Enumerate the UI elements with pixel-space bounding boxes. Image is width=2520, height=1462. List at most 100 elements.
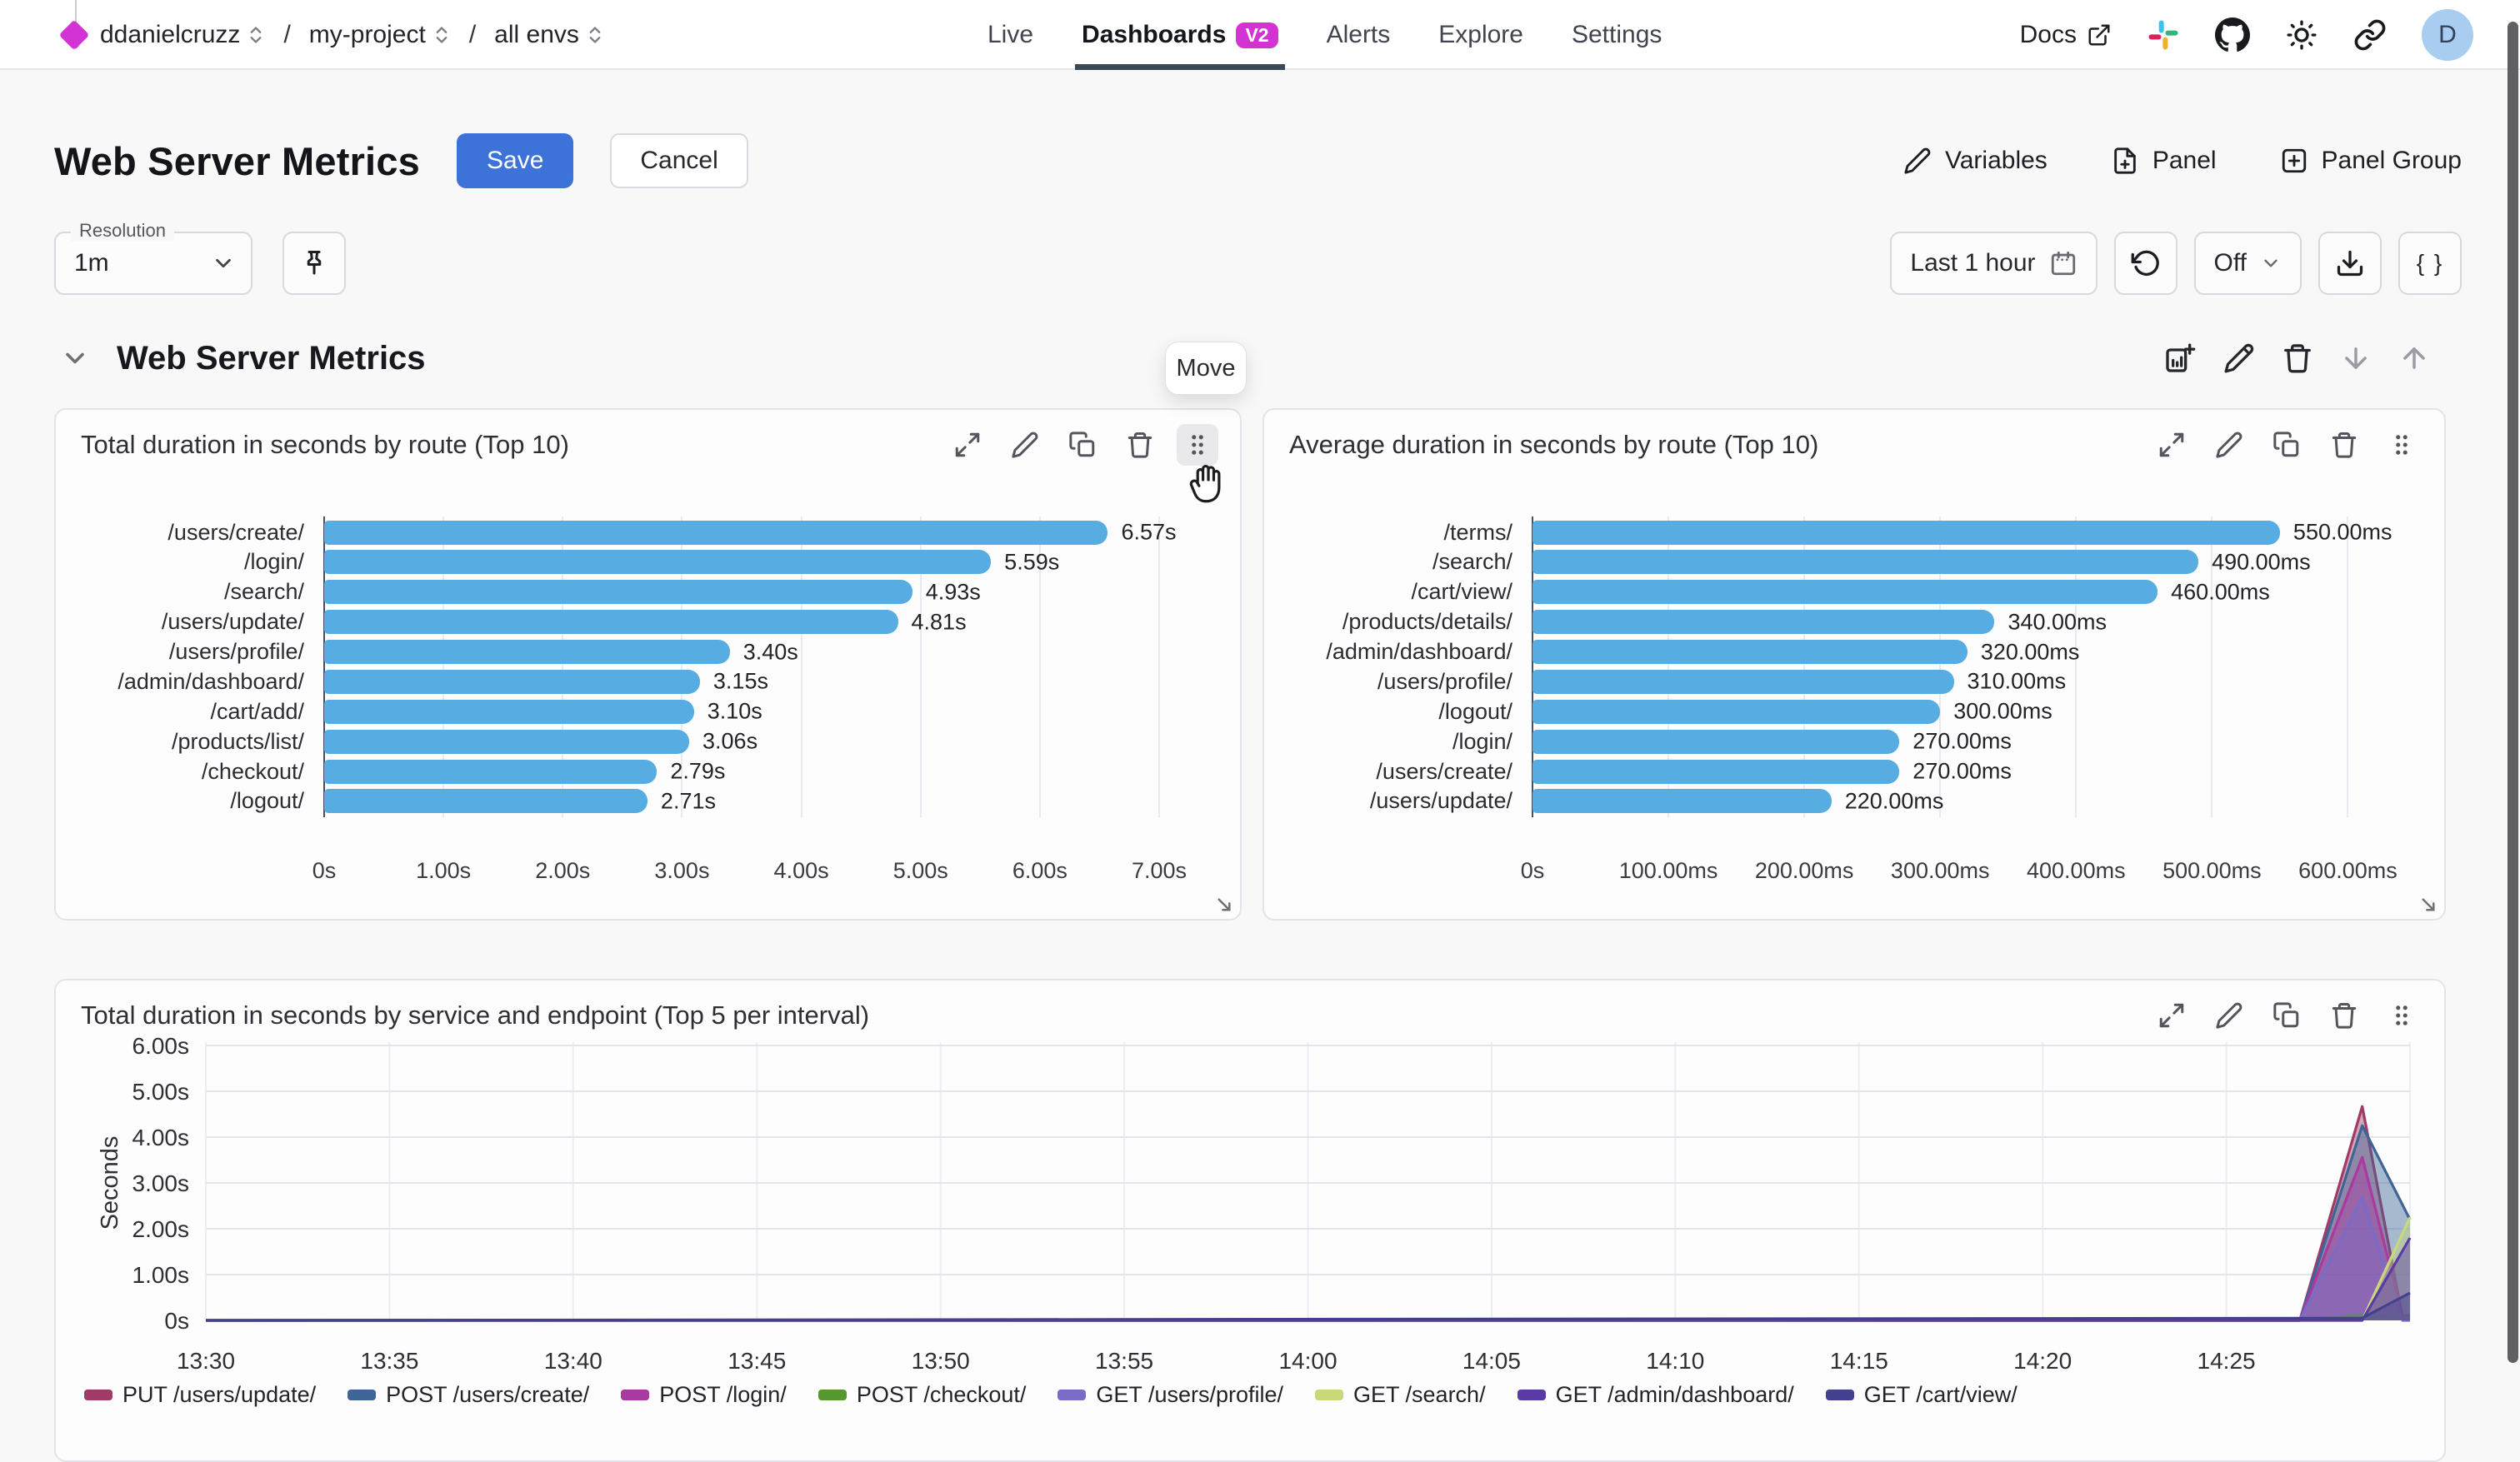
bar[interactable] bbox=[324, 610, 898, 634]
docs-link[interactable]: Docs bbox=[2020, 21, 2112, 49]
expand-panel-icon[interactable] bbox=[2151, 424, 2192, 466]
edit-panel-icon[interactable] bbox=[2208, 424, 2250, 466]
axis-label: 14:15 bbox=[1830, 1348, 1888, 1374]
legend-item[interactable]: GET /admin/dashboard/ bbox=[1518, 1382, 1794, 1408]
link-icon[interactable] bbox=[2353, 18, 2387, 52]
bar[interactable] bbox=[1532, 730, 1899, 754]
bar[interactable] bbox=[324, 730, 689, 754]
bar[interactable] bbox=[324, 760, 657, 784]
refresh-button[interactable] bbox=[2114, 232, 2178, 295]
breadcrumb-project-selector[interactable]: my-project bbox=[309, 21, 451, 49]
bar-value-label: 2.71s bbox=[661, 788, 716, 814]
project-name: my-project bbox=[309, 21, 426, 49]
hbar-chart-total-duration[interactable]: /users/create/6.57s/login/5.59s/search/4… bbox=[81, 516, 1212, 889]
breadcrumb-separator: / bbox=[466, 21, 479, 49]
legend-label: POST /users/create/ bbox=[386, 1382, 589, 1408]
legend-item[interactable]: GET /users/profile/ bbox=[1058, 1382, 1283, 1408]
legend-item[interactable]: POST /checkout/ bbox=[818, 1382, 1027, 1408]
bar[interactable] bbox=[324, 670, 700, 694]
sort-chevrons-icon bbox=[247, 24, 265, 46]
add-panel-button[interactable]: Panel bbox=[2111, 147, 2217, 175]
move-group-down-button[interactable] bbox=[2340, 342, 2372, 374]
bar[interactable] bbox=[324, 521, 1108, 545]
delete-group-button[interactable] bbox=[2282, 342, 2313, 374]
time-range-button[interactable]: Last 1 hour bbox=[1890, 232, 2097, 295]
breadcrumb-org-selector[interactable]: ddanielcruzz bbox=[100, 21, 265, 49]
save-button[interactable]: Save bbox=[457, 133, 573, 188]
legend-item[interactable]: GET /cart/view/ bbox=[1826, 1382, 2018, 1408]
legend-item[interactable]: POST /users/create/ bbox=[348, 1382, 589, 1408]
panel-resize-handle[interactable] bbox=[1215, 896, 1233, 914]
duplicate-panel-icon[interactable] bbox=[2266, 424, 2308, 466]
resolution-select[interactable]: Resolution 1m bbox=[54, 232, 252, 295]
legend-swatch bbox=[818, 1390, 847, 1400]
collapse-chevron-icon[interactable] bbox=[60, 343, 90, 373]
bar[interactable] bbox=[324, 580, 912, 604]
legend-item[interactable]: POST /login/ bbox=[621, 1382, 787, 1408]
legend-item[interactable]: GET /search/ bbox=[1315, 1382, 1486, 1408]
pin-button[interactable] bbox=[282, 232, 346, 295]
bar[interactable] bbox=[324, 700, 694, 724]
bar-row: /terms/550.00ms bbox=[1289, 520, 2416, 545]
bar-row: /logout/300.00ms bbox=[1289, 699, 2416, 724]
edit-panel-icon[interactable] bbox=[1004, 424, 1046, 466]
breadcrumb-env-selector[interactable]: all envs bbox=[494, 21, 604, 49]
user-avatar[interactable]: D bbox=[2422, 9, 2473, 61]
bar[interactable] bbox=[1532, 521, 2280, 545]
vertical-scrollbar[interactable] bbox=[2507, 0, 2518, 1428]
nav-tab-settings[interactable]: Settings bbox=[1572, 0, 1662, 70]
bar[interactable] bbox=[1532, 789, 1832, 813]
legend-label: GET /search/ bbox=[1353, 1382, 1486, 1408]
delete-panel-icon[interactable] bbox=[2323, 424, 2365, 466]
auto-refresh-select[interactable]: Off bbox=[2194, 232, 2302, 295]
bar[interactable] bbox=[1532, 700, 1940, 724]
move-panel-drag-handle[interactable] bbox=[1177, 424, 1218, 466]
download-button[interactable] bbox=[2318, 232, 2382, 295]
bar-track: 6.57s bbox=[324, 521, 1212, 545]
bar[interactable] bbox=[1532, 670, 1954, 694]
add-panel-group-button[interactable]: Panel Group bbox=[2280, 147, 2462, 175]
x-axis-tick: 1.00s bbox=[416, 858, 471, 884]
x-axis-tick: 100.00ms bbox=[1619, 858, 1718, 884]
scrollbar-thumb[interactable] bbox=[2508, 22, 2518, 1363]
theme-sun-icon[interactable] bbox=[2285, 18, 2318, 52]
bar-track: 3.40s bbox=[324, 640, 1212, 664]
hbar-chart-average-duration[interactable]: /terms/550.00ms/search/490.00ms/cart/vie… bbox=[1289, 516, 2416, 889]
add-chart-to-group-button[interactable] bbox=[2163, 342, 2197, 375]
legend-item[interactable]: PUT /users/update/ bbox=[84, 1382, 316, 1408]
bar[interactable] bbox=[324, 789, 648, 813]
bar-track: 3.10s bbox=[324, 700, 1212, 724]
bar[interactable] bbox=[1532, 610, 1994, 634]
area-chart-svg[interactable]: 0s1.00s2.00s3.00s4.00s5.00s6.00sSeconds1… bbox=[81, 1030, 2422, 1380]
nav-tab-live[interactable]: Live bbox=[988, 0, 1033, 70]
json-braces-button[interactable]: { } bbox=[2398, 232, 2462, 295]
panel-resize-handle[interactable] bbox=[2419, 896, 2438, 914]
bar[interactable] bbox=[324, 550, 991, 574]
move-group-up-button[interactable] bbox=[2398, 342, 2430, 374]
bar-row: /search/490.00ms bbox=[1289, 550, 2416, 575]
expand-panel-icon[interactable] bbox=[947, 424, 988, 466]
github-icon[interactable] bbox=[2215, 17, 2250, 52]
variables-button[interactable]: Variables bbox=[1903, 147, 2048, 175]
edit-group-button[interactable] bbox=[2223, 342, 2255, 374]
bar[interactable] bbox=[1532, 760, 1899, 784]
bar-row: /products/details/340.00ms bbox=[1289, 610, 2416, 635]
nav-tab-explore[interactable]: Explore bbox=[1438, 0, 1523, 70]
cancel-button[interactable]: Cancel bbox=[610, 133, 748, 188]
nav-tab-alerts[interactable]: Alerts bbox=[1327, 0, 1391, 70]
nav-tab-dashboards[interactable]: Dashboards V2 bbox=[1082, 0, 1278, 70]
move-panel-drag-handle[interactable] bbox=[2381, 424, 2422, 466]
calendar-icon bbox=[2049, 249, 2078, 277]
panel-title: Total duration in seconds by route (Top … bbox=[81, 430, 569, 460]
axis-label: 13:35 bbox=[360, 1348, 418, 1374]
bar[interactable] bbox=[1532, 580, 2158, 604]
slack-icon[interactable] bbox=[2147, 18, 2180, 52]
bar[interactable] bbox=[1532, 640, 1968, 664]
external-link-icon bbox=[2087, 22, 2112, 47]
delete-panel-icon[interactable] bbox=[1119, 424, 1161, 466]
duplicate-panel-icon[interactable] bbox=[1062, 424, 1103, 466]
move-tooltip: Move bbox=[1165, 342, 1247, 395]
bar[interactable] bbox=[324, 640, 730, 664]
bar[interactable] bbox=[1532, 550, 2198, 574]
